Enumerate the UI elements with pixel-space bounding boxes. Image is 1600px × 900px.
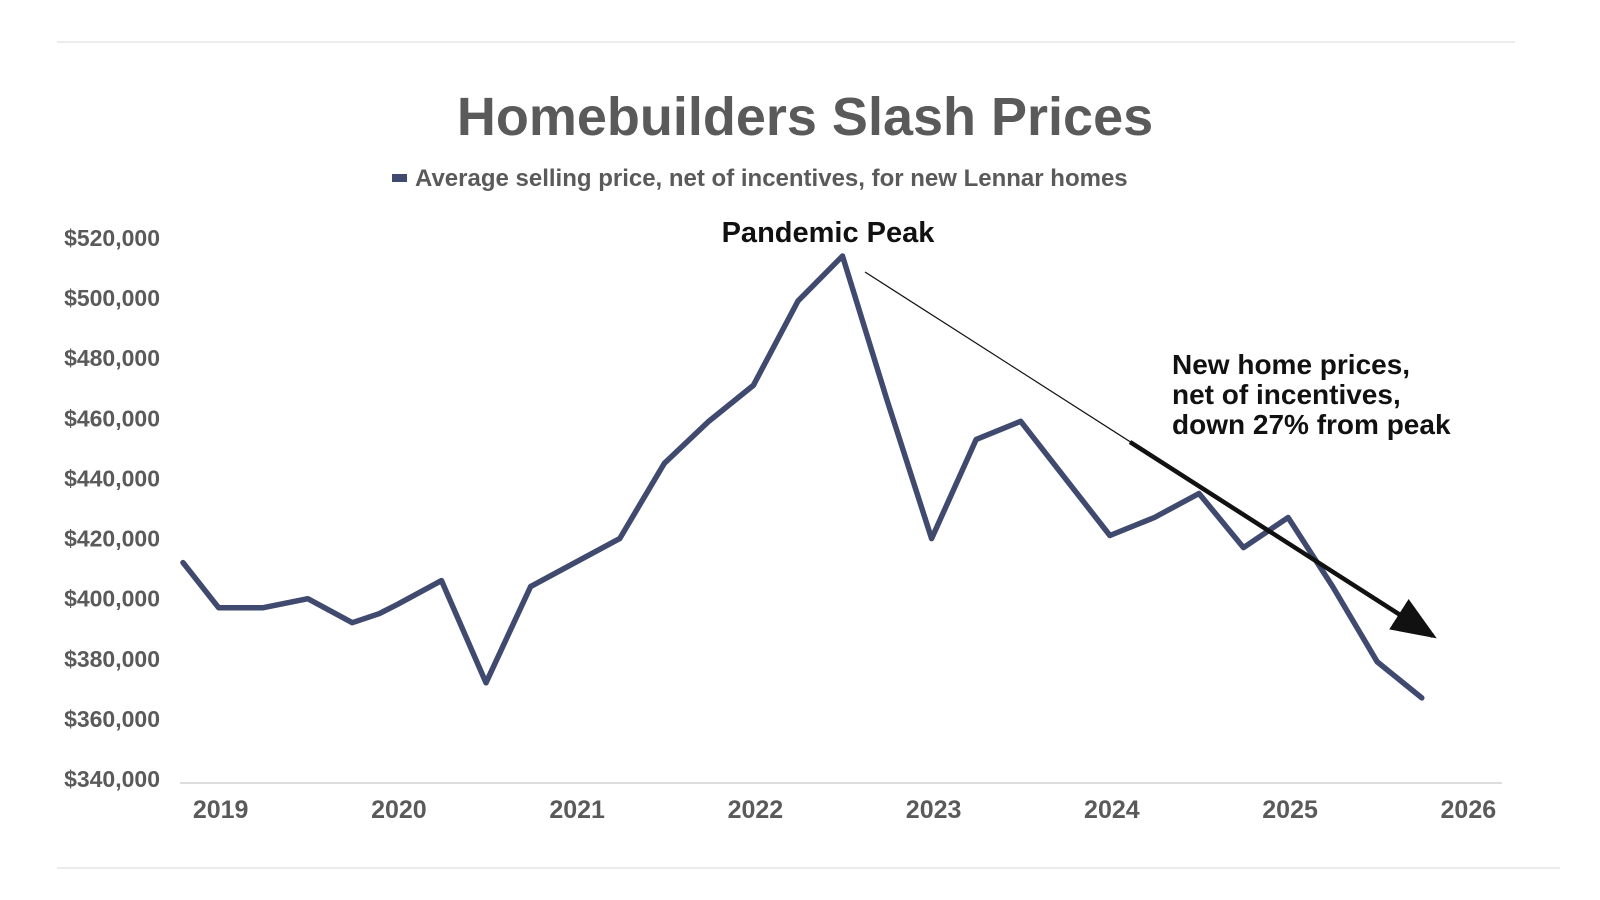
- annotation-decline: New home prices, net of incentives, down…: [1172, 349, 1451, 440]
- x-tick-label: 2025: [1262, 796, 1318, 824]
- annotation-pandemic-peak: Pandemic Peak: [722, 217, 936, 249]
- x-tick-label: 2020: [371, 796, 427, 824]
- y-tick-label: $340,000: [64, 766, 160, 792]
- y-axis-ticks: $520,000 $500,000 $480,000 $460,000 $440,000…: [64, 225, 160, 792]
- y-tick-label: $500,000: [64, 285, 160, 311]
- chart-title: Homebuilders Slash Prices: [457, 87, 1153, 147]
- annotation-decline-line-3: down 27% from peak: [1172, 409, 1451, 440]
- y-tick-label: $380,000: [64, 646, 160, 672]
- x-tick-label: 2021: [549, 796, 605, 824]
- y-tick-label: $420,000: [64, 526, 160, 552]
- legend-label: Average selling price, net of incentives…: [415, 165, 1128, 192]
- annotation-decline-line-2: net of incentives,: [1172, 379, 1401, 410]
- annotation-trend-arrow-bold: [1128, 440, 1437, 639]
- annotation-decline-line-1: New home prices,: [1172, 349, 1410, 380]
- x-tick-label: 2024: [1084, 796, 1140, 824]
- x-tick-label: 2022: [728, 796, 784, 824]
- y-tick-label: $360,000: [64, 706, 160, 732]
- x-tick-label: 2026: [1441, 796, 1497, 824]
- y-tick-label: $440,000: [64, 465, 160, 491]
- x-axis-ticks: 2019 2020 2021 2022 2023 2024 2025 2026: [193, 796, 1496, 824]
- x-tick-label: 2019: [193, 796, 249, 824]
- y-tick-label: $400,000: [64, 586, 160, 612]
- series-line-lennar-price: [180, 253, 1425, 701]
- y-tick-label: $460,000: [64, 405, 160, 431]
- y-tick-label: $480,000: [64, 345, 160, 371]
- legend-swatch: [392, 174, 407, 182]
- y-tick-label: $520,000: [64, 225, 160, 251]
- x-tick-label: 2023: [906, 796, 962, 824]
